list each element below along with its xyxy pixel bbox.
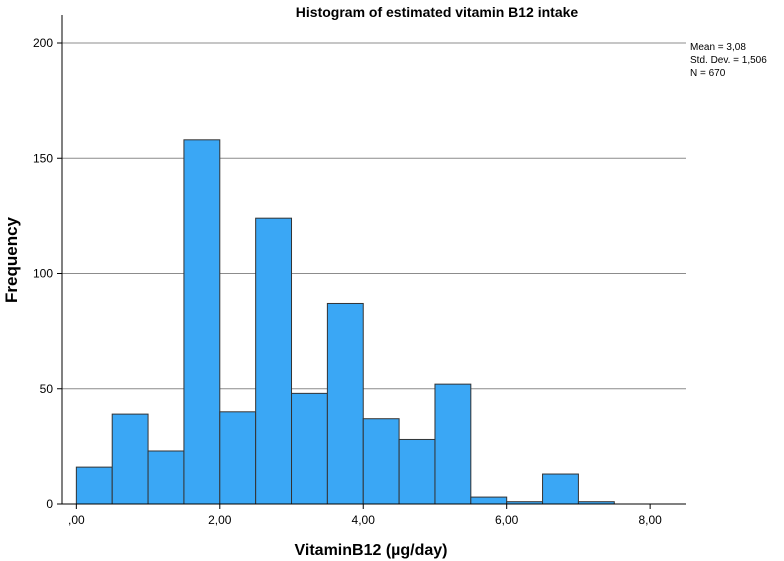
x-tick-label: ,00: [68, 513, 85, 527]
y-tick-label: 0: [46, 497, 53, 511]
histogram-bar: [219, 411, 257, 505]
histogram-bar: [75, 466, 113, 505]
y-axis-label: Frequency: [2, 216, 21, 303]
x-tick-label: 4,00: [352, 513, 376, 527]
histogram-bar: [326, 302, 364, 505]
stat-n: N = 670: [690, 68, 726, 79]
histogram-bar: [255, 217, 293, 505]
y-tick-label: 200: [33, 36, 53, 50]
x-axis-label: VitaminB12 (µg/day): [295, 542, 448, 559]
y-tick-label: 100: [33, 267, 53, 281]
histogram-bar: [291, 392, 328, 505]
histogram-bar: [398, 438, 436, 505]
histogram-bar: [147, 450, 185, 505]
histogram-bar: [470, 496, 508, 505]
histogram-bar: [542, 473, 579, 505]
chart-title: Histogram of estimated vitamin B12 intak…: [296, 4, 579, 20]
stats-box: Mean = 3,08 Std. Dev. = 1,506 N = 670: [690, 42, 767, 79]
histogram-bar: [362, 418, 400, 505]
y-tick-label: 150: [33, 151, 53, 165]
histogram-bar: [111, 413, 149, 505]
axes: 0 50 100 150 200 ,00 2,00 4,00 6,00 8,00: [33, 15, 686, 527]
histogram-bar: [434, 383, 472, 505]
stat-std-dev: Std. Dev. = 1,506: [690, 55, 767, 66]
histogram-bars: [75, 139, 615, 505]
x-tick-label: 6,00: [495, 513, 519, 527]
stat-mean: Mean = 3,08: [690, 42, 746, 53]
x-tick-label: 2,00: [208, 513, 232, 527]
grid-lines: [62, 42, 686, 390]
histogram-bar: [183, 139, 221, 505]
x-tick-label: 8,00: [638, 513, 662, 527]
y-tick-label: 50: [40, 382, 54, 396]
